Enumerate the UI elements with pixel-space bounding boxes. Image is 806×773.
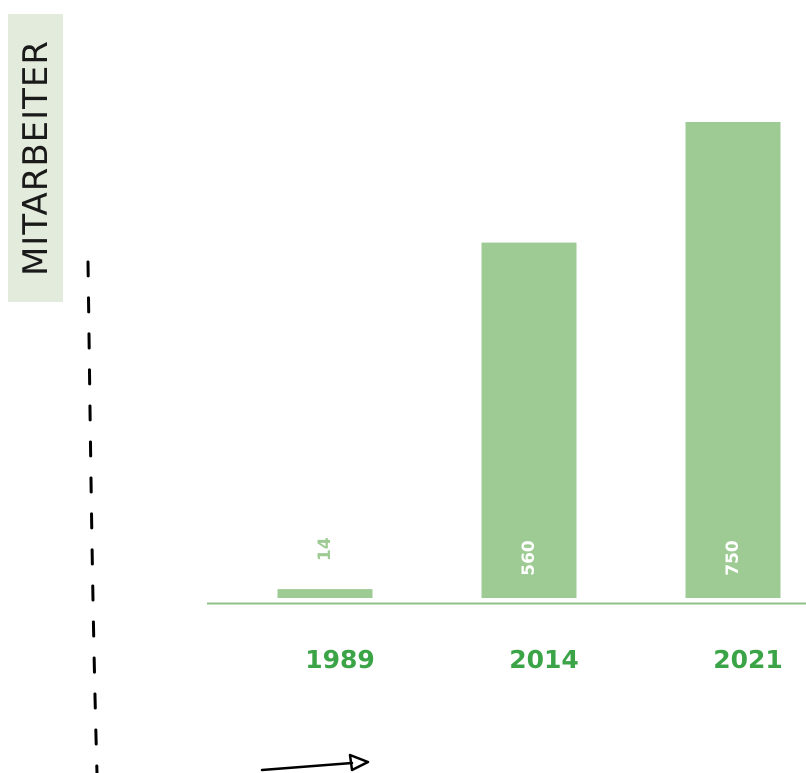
dashed-curve-decoration — [86, 260, 99, 773]
category-label-2014: 2014 — [509, 645, 579, 674]
arrow-icon — [260, 753, 370, 772]
bar-2014 — [481, 242, 577, 598]
value-label-2014: 560 — [519, 540, 539, 576]
value-label-2021: 750 — [723, 540, 743, 576]
y-axis-label-background — [8, 14, 63, 302]
category-label-2021: 2021 — [713, 645, 783, 674]
value-label-1989: 14 — [315, 537, 335, 561]
bar-2021 — [685, 122, 781, 598]
bar-1989 — [277, 589, 373, 598]
category-label-1989: 1989 — [305, 645, 375, 674]
